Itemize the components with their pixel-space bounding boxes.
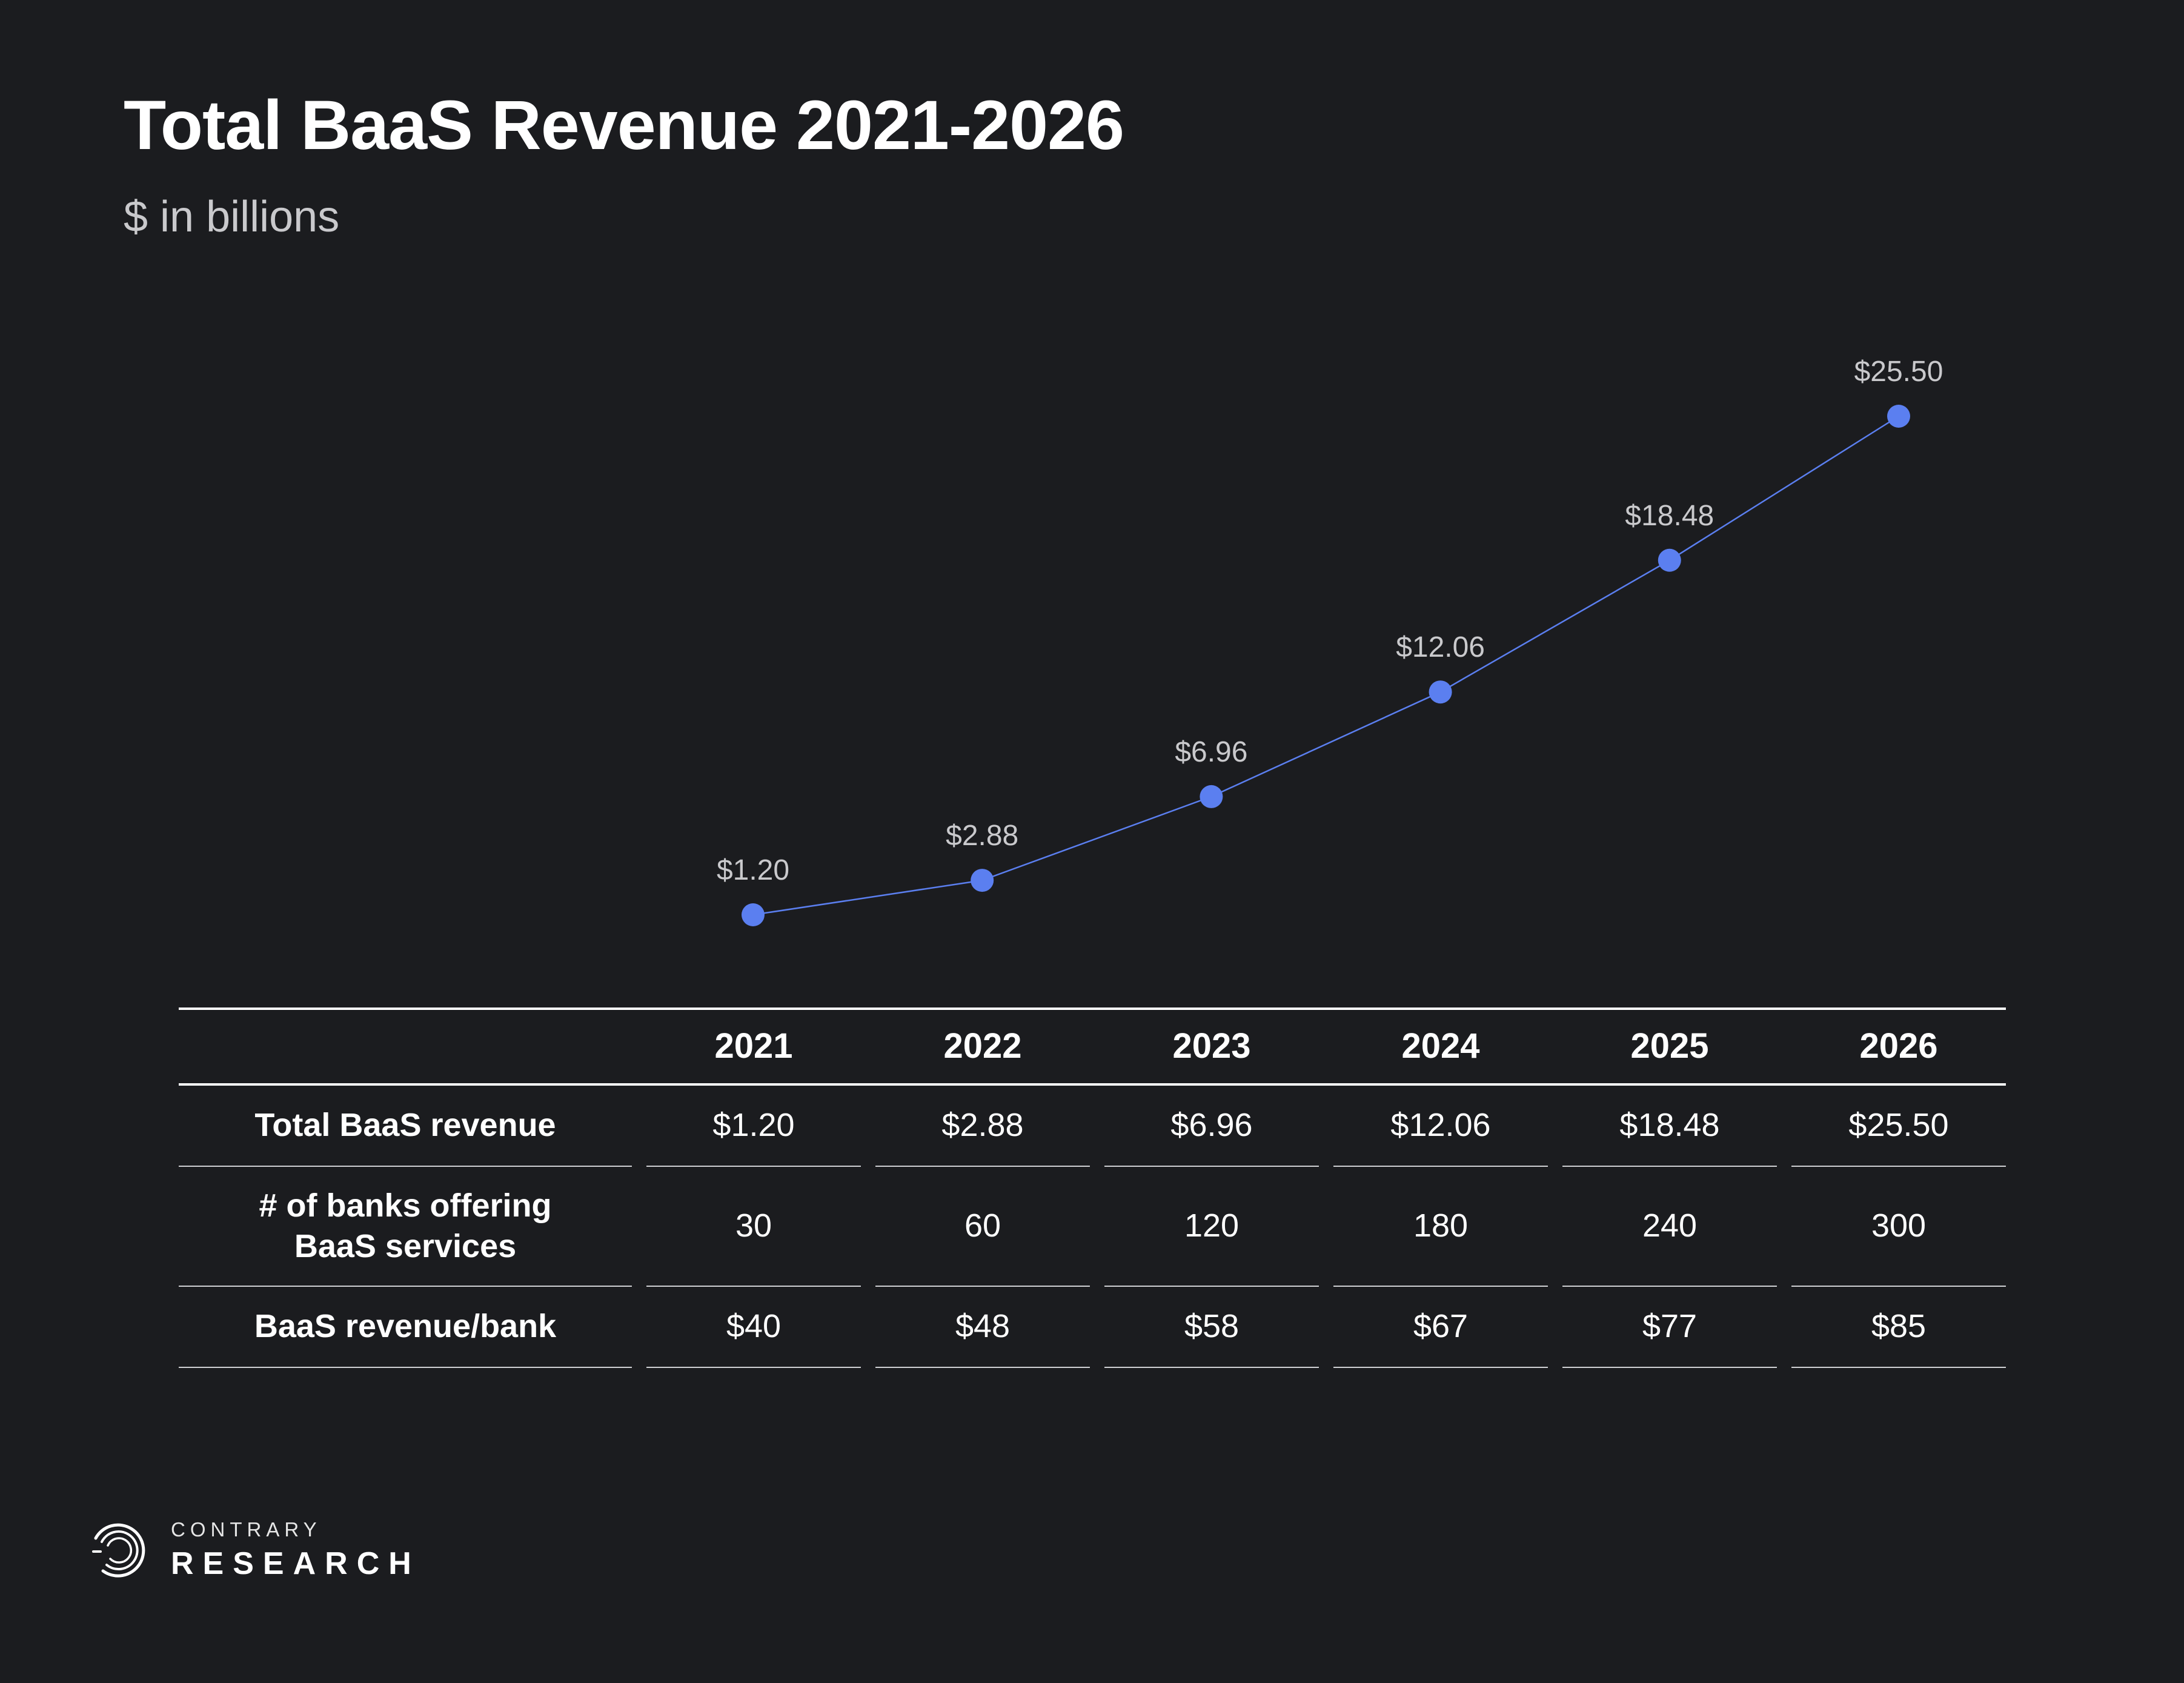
table-cell: 180 (1333, 1167, 1548, 1287)
table-cell: 30 (646, 1167, 861, 1287)
data-label: $25.50 (1854, 356, 1943, 388)
data-label: $1.20 (717, 854, 789, 886)
line-layer (752, 415, 1899, 916)
table-header-year: 2025 (1630, 1026, 1709, 1066)
table-cell: $77 (1562, 1287, 1777, 1368)
table-header-year: 2026 (1859, 1026, 1938, 1066)
table-cell: 240 (1562, 1167, 1777, 1287)
table-cell: $40 (646, 1287, 861, 1368)
revenue-line-chart: $1.20 $2.88 $6.96 $12.06 $18.48 $25.50 (717, 356, 1943, 926)
data-label: $2.88 (946, 820, 1018, 852)
table-cell: $48 (875, 1287, 1090, 1368)
table-cell: 120 (1104, 1167, 1319, 1287)
row-label-revenue-per-bank: BaaS revenue/bank (179, 1287, 632, 1368)
brand-logo: CONTRARY RESEARCH (91, 1519, 420, 1579)
table-cell: $12.06 (1333, 1086, 1548, 1167)
table-cell: $58 (1104, 1287, 1319, 1368)
brand-bottom-text: RESEARCH (171, 1546, 420, 1581)
data-point (742, 903, 765, 926)
table-cell: $25.50 (1791, 1086, 2006, 1167)
table-cell: $1.20 (646, 1086, 861, 1167)
table-cell: 60 (875, 1167, 1090, 1287)
table-header-year: 2022 (943, 1026, 1022, 1066)
row-label-line: # of banks offering (259, 1187, 552, 1224)
table-row: BaaS revenue/bank $40 $48 $58 $67 $77 $8… (179, 1287, 2006, 1368)
series-line (752, 415, 1899, 916)
table-cell: $85 (1791, 1287, 2006, 1368)
table-header-year: 2021 (714, 1026, 793, 1066)
table-cell: 300 (1791, 1167, 2006, 1287)
data-point (1887, 405, 1910, 428)
label-layer: $1.20 $2.88 $6.96 $12.06 $18.48 $25.50 (717, 356, 1943, 886)
table-row: # of banks offering BaaS services 30 60 … (179, 1167, 2006, 1287)
data-point (1429, 680, 1452, 704)
data-label: $6.96 (1175, 736, 1247, 768)
data-label: $12.06 (1396, 631, 1485, 663)
table-header-row: 2021 2022 2023 2024 2025 2026 (179, 1007, 2006, 1086)
table-cell: $67 (1333, 1287, 1548, 1368)
row-label-total-revenue: Total BaaS revenue (179, 1086, 632, 1167)
row-label-banks-offering: # of banks offering BaaS services (179, 1167, 632, 1287)
brand-text: CONTRARY RESEARCH (171, 1519, 420, 1579)
data-point (1200, 785, 1223, 808)
point-layer (742, 405, 1910, 926)
table-cell: $6.96 (1104, 1086, 1319, 1167)
table-header-empty (179, 1010, 632, 1083)
brand-top-text: CONTRARY (171, 1518, 322, 1541)
row-label-line: BaaS services (294, 1228, 517, 1264)
data-point (971, 869, 994, 892)
contrary-logo-icon (92, 1523, 145, 1578)
table-cell: $2.88 (875, 1086, 1090, 1167)
chart-subtitle: $ in billions (124, 193, 340, 241)
table-row: Total BaaS revenue $1.20 $2.88 $6.96 $12… (179, 1086, 2006, 1167)
table-header-year: 2024 (1401, 1026, 1480, 1066)
revenue-table: 2021 2022 2023 2024 2025 2026 Total BaaS… (179, 1007, 2006, 1368)
table-header-year: 2023 (1172, 1026, 1251, 1066)
chart-title: Total BaaS Revenue 2021-2026 (124, 87, 1124, 164)
table-cell: $18.48 (1562, 1086, 1777, 1167)
data-point (1658, 548, 1681, 572)
data-label: $18.48 (1625, 500, 1714, 532)
